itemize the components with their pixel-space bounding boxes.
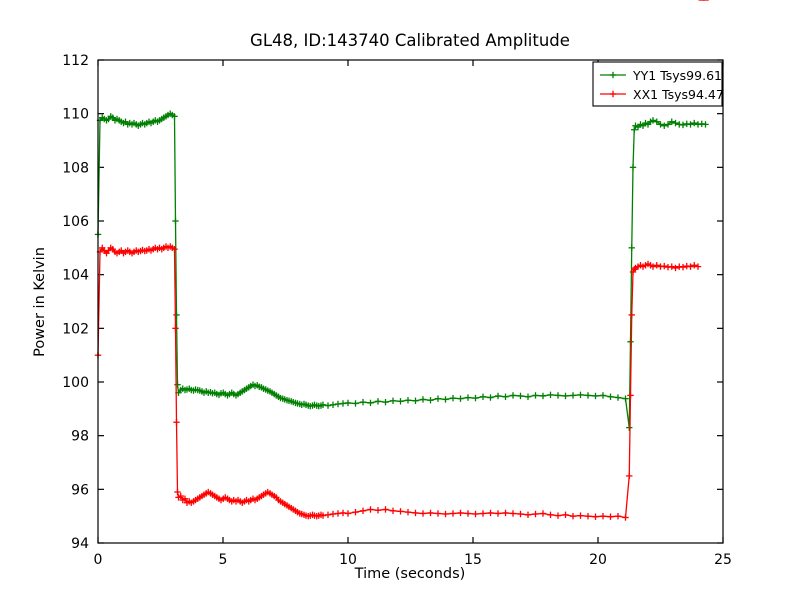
plot-frame — [97, 59, 724, 544]
legend[interactable]: YY1 Tsys99.61 XX1 Tsys94.47 — [592, 61, 724, 107]
y-axis-label: Power in Kelvin — [32, 247, 48, 357]
x-tick-label: 25 — [714, 552, 732, 568]
x-tick-label: 20 — [589, 552, 607, 568]
x-tick-label: 10 — [339, 552, 357, 568]
y-tick-label: 106 — [62, 214, 89, 230]
legend-label: XX1 Tsys94.47 — [633, 87, 724, 102]
x-axis-label: Time (seconds) — [354, 566, 466, 582]
y-tick-label: 102 — [62, 321, 89, 337]
legend-box — [592, 61, 723, 107]
legend-label: YY1 Tsys99.61 — [632, 68, 722, 83]
legend-entry[interactable]: XX1 Tsys94.47 — [600, 87, 724, 102]
data-series — [94, 0, 709, 521]
y-tick-label: 104 — [62, 268, 89, 284]
y-tick-label: 100 — [62, 375, 89, 391]
y-axis-ticks: 94 96 98 100 102 104 106 108 110 112 — [62, 53, 723, 552]
y-tick-label: 110 — [62, 107, 89, 123]
data-series-layer — [94, 0, 709, 521]
y-tick-label: 96 — [71, 482, 89, 498]
data-series — [94, 110, 709, 431]
legend-entry[interactable]: YY1 Tsys99.61 — [600, 68, 722, 83]
x-tick-label: 15 — [464, 552, 482, 568]
plot-area-background — [98, 60, 723, 543]
page-title: GL48, ID:143740 Calibrated Amplitude — [250, 31, 570, 50]
y-tick-label: 98 — [71, 429, 89, 445]
y-tick-label: 94 — [71, 536, 89, 552]
x-tick-label: 5 — [219, 552, 228, 568]
y-tick-label: 108 — [62, 160, 89, 176]
x-tick-label: 0 — [94, 552, 103, 568]
y-tick-label: 112 — [62, 53, 89, 69]
